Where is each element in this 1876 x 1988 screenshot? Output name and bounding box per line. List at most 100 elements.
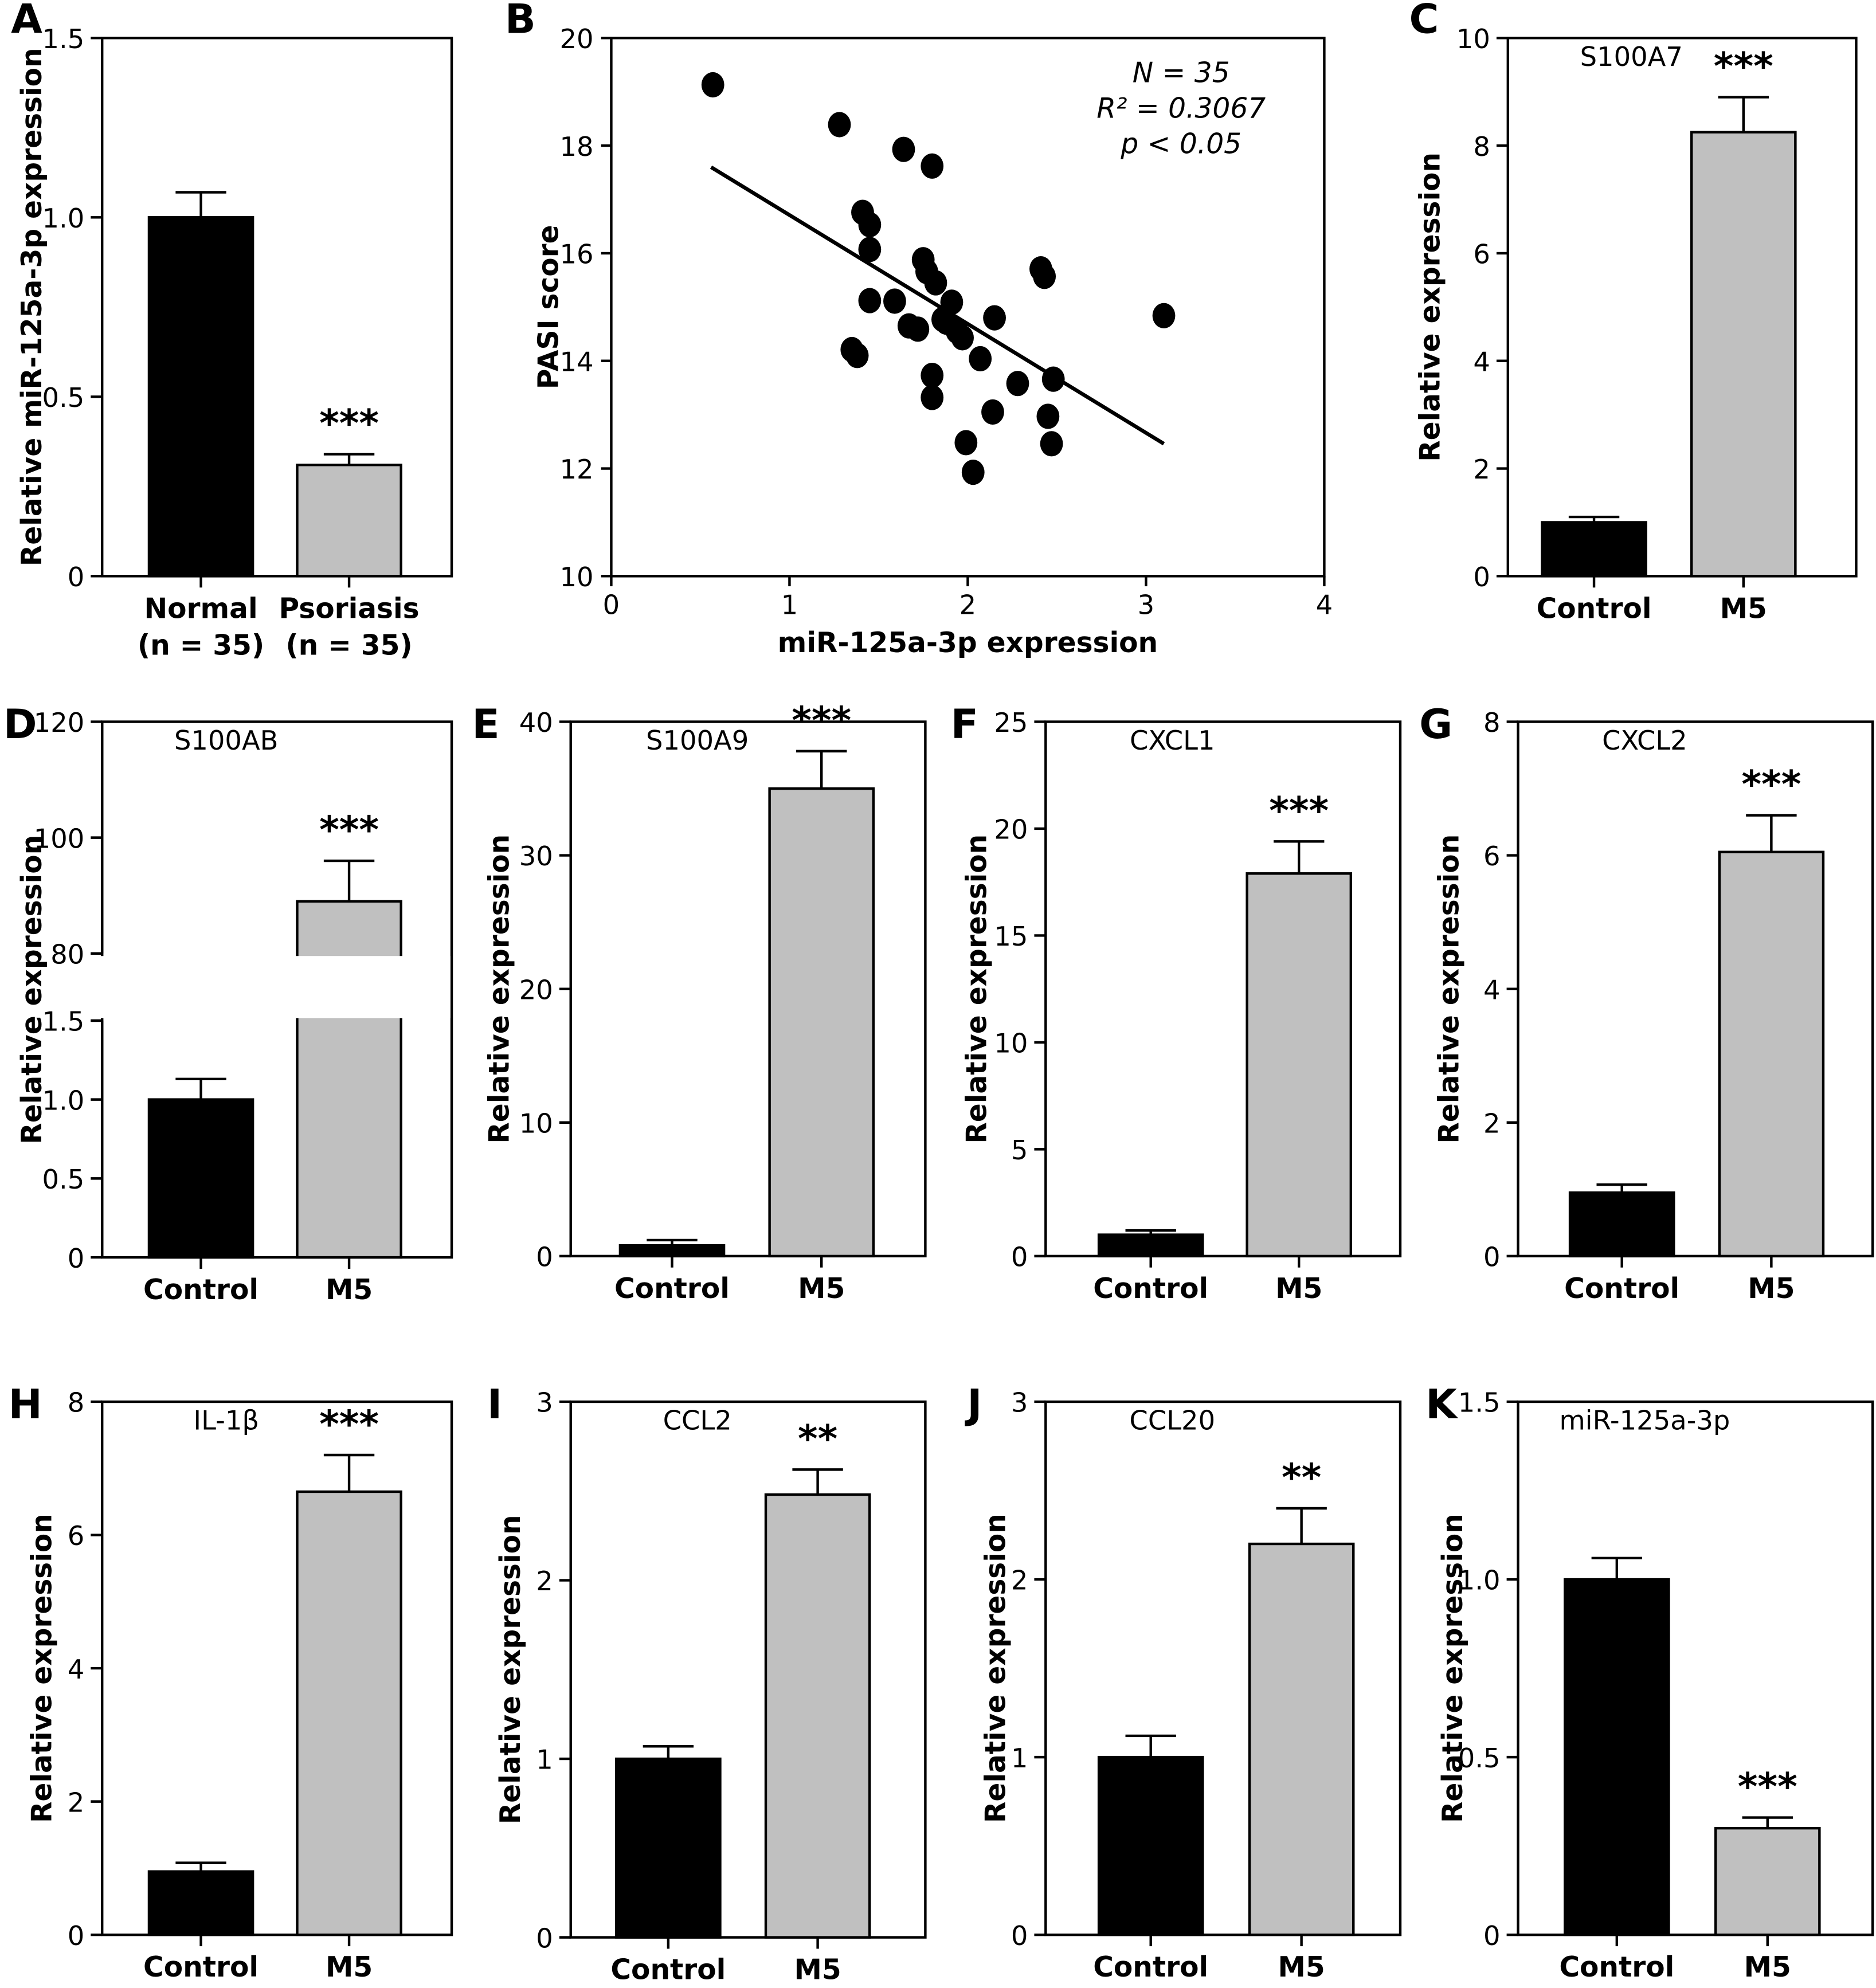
y-tick-label: 3 (1011, 1387, 1028, 1418)
y-tick-label: 120 (34, 707, 85, 738)
y-tick-label: 0 (1473, 562, 1490, 593)
panel-label: B (505, 0, 536, 42)
panel-label: K (1425, 1381, 1458, 1428)
y-tick-label: 0.5 (42, 1164, 84, 1195)
y-tick-label: 1.0 (42, 203, 84, 234)
data-point (921, 362, 944, 389)
panel-j: J Relative expression 0 1 2 3 Control M5 ** CCL20 (965, 1381, 1402, 1983)
category-label: Control (614, 1273, 730, 1305)
data-point (951, 325, 974, 351)
y-tick-label: 6 (1473, 239, 1490, 270)
chart-title: S100A9 (646, 725, 749, 756)
data-point (921, 385, 944, 410)
bar-control (1541, 521, 1647, 578)
data-point (921, 153, 944, 179)
y-tick-label: 25 (994, 707, 1028, 738)
category-label: Psoriasis (279, 593, 420, 625)
y-axis-label: Relative expression (16, 835, 48, 1144)
y-axis-label: PASI score (532, 225, 565, 389)
y-tick-label: 1 (536, 1744, 553, 1775)
data-point (1033, 264, 1056, 289)
data-point (892, 136, 915, 162)
y-tick-label: 6 (68, 1520, 85, 1551)
y-tick-label: 1.0 (42, 1085, 84, 1116)
y-tick-label: 0 (68, 1920, 85, 1951)
chart-title: CXCL2 (1602, 725, 1687, 756)
stat-annotation: p < 0.05 (1120, 128, 1241, 160)
y-tick-label: 10 (1456, 23, 1490, 54)
category-label: M5 (798, 1273, 845, 1305)
y-tick-label: 1.0 (1458, 1565, 1501, 1596)
plot-frame (100, 37, 453, 578)
category-label: M5 (1720, 593, 1767, 625)
x-tick-label: 1 (781, 590, 798, 621)
category-label: M5 (326, 1274, 373, 1306)
y-tick-label: 14 (559, 346, 593, 377)
category-sublabel: (n = 35) (138, 629, 264, 661)
y-axis-label: Relative expression (1414, 152, 1446, 462)
data-point (969, 346, 992, 372)
y-tick-label: 2 (1011, 1565, 1028, 1596)
y-tick-label: 100 (34, 823, 85, 854)
y-tick-label: 12 (559, 454, 593, 485)
data-point (954, 430, 978, 456)
panel-i: I Relative expression 0 1 2 3 Control M5 ** CCL2 (487, 1381, 927, 1986)
y-tick-label: 0 (68, 562, 85, 593)
y-tick-label: 3 (536, 1387, 553, 1418)
plot-frame (1517, 1400, 1874, 1936)
bar-control (1564, 1578, 1670, 1936)
bar-psoriasis (296, 464, 402, 578)
plot-frame (569, 1400, 927, 1939)
y-tick-label: 4 (68, 1654, 85, 1685)
y-tick-label: 40 (519, 707, 553, 738)
y-tick-label: 10 (994, 1028, 1028, 1059)
data-point (924, 270, 947, 296)
y-axis-label: Relative expression (1437, 1513, 1469, 1823)
y-tick-label: 80 (50, 939, 84, 970)
x-tick-label: 3 (1138, 590, 1155, 621)
y-tick-label: 0 (1011, 1242, 1028, 1273)
y-tick-label: 0 (1011, 1920, 1028, 1951)
bar-m5 (1248, 1542, 1355, 1936)
panel-f: F Relative expression 0 5 10 15 20 25 Control M5 *… (951, 700, 1402, 1305)
significance-marker: *** (1714, 44, 1773, 89)
y-tick-label: 1.5 (42, 23, 84, 54)
data-point (1036, 403, 1060, 429)
category-label: Normal (144, 593, 257, 625)
y-tick-label: 20 (559, 23, 593, 54)
category-label: M5 (1748, 1273, 1795, 1305)
panel-label: I (487, 1381, 502, 1428)
x-tick-label: 2 (959, 590, 977, 621)
chart-title: S100AB (174, 725, 279, 756)
y-tick-label: 0 (536, 1923, 553, 1954)
y-tick-label: 8 (68, 1387, 85, 1418)
panel-label: J (965, 1381, 982, 1428)
category-sublabel: (n = 35) (285, 629, 412, 661)
y-tick-label: 1.5 (1458, 1387, 1501, 1418)
significance-marker: ** (798, 1416, 837, 1461)
y-axis-label: Relative expression (961, 834, 993, 1144)
panel-label: G (1419, 700, 1452, 748)
bar-control (1568, 1191, 1675, 1258)
category-label: Control (143, 1951, 259, 1983)
y-tick-label: 2 (1483, 1108, 1501, 1139)
y-axis-label: Relative expression (495, 1515, 527, 1824)
data-point (701, 72, 724, 98)
chart-title: S100A7 (1580, 41, 1683, 72)
category-label: M5 (1278, 1951, 1325, 1983)
y-tick-label: 2 (1473, 454, 1490, 485)
chart-title: CCL20 (1129, 1405, 1215, 1436)
y-tick-label: 0.5 (1458, 1743, 1501, 1774)
y-tick-label: 20 (519, 974, 553, 1005)
y-tick-label: 10 (559, 562, 593, 593)
bar-control (618, 1244, 726, 1258)
bar-m5 (1718, 850, 1825, 1258)
data-point (1152, 303, 1176, 328)
y-tick-label: 30 (519, 841, 553, 872)
x-axis-label: miR-125a-3p expression (778, 627, 1158, 659)
y-tick-label: 15 (994, 921, 1028, 952)
chart-title: CCL2 (663, 1405, 732, 1436)
bar-control (615, 1757, 722, 1939)
y-axis-label: Relative expression (26, 1513, 58, 1823)
